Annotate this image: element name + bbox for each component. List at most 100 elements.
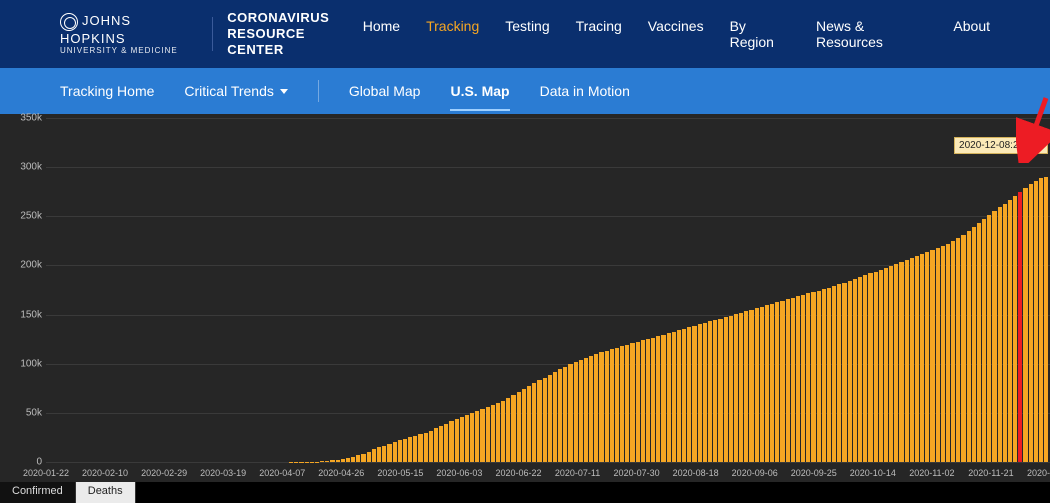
chart-bar[interactable] [780,301,784,462]
chart-bar[interactable] [408,437,412,462]
chart-bar[interactable] [827,288,831,462]
jhu-logo[interactable]: JOHNS HOPKINS UNIVERSITY & MEDICINE [60,13,198,55]
chart-bar[interactable] [936,248,940,462]
chart-bar[interactable] [775,302,779,462]
chart-bar[interactable] [656,336,660,462]
chart-bar[interactable] [951,241,955,462]
chart-bar[interactable] [734,314,738,462]
chart-bar[interactable] [424,433,428,462]
chart-bar[interactable] [646,339,650,462]
chart-bar[interactable] [605,351,609,462]
nav-home[interactable]: Home [363,18,400,50]
chart-bar[interactable] [641,340,645,462]
chart-bar[interactable] [987,215,991,462]
nav-tracking[interactable]: Tracking [426,18,479,50]
chart-bar[interactable] [729,316,733,462]
chart-bar[interactable] [563,367,567,462]
chart-bar[interactable] [480,409,484,462]
nav-about[interactable]: About [953,18,990,50]
chart-bar[interactable] [418,434,422,462]
chart-bar[interactable] [817,291,821,463]
chart-bar[interactable] [1003,204,1007,462]
subnav-global-map[interactable]: Global Map [349,71,421,111]
chart-bar[interactable] [615,348,619,462]
chart-bar[interactable] [672,332,676,462]
chart-bar[interactable] [1039,178,1043,462]
chart-bar[interactable] [977,223,981,462]
chart-bar[interactable] [868,273,872,462]
chart-bar[interactable] [361,454,365,462]
chart-bar[interactable] [910,258,914,462]
chart-bar[interactable] [811,292,815,462]
chart-bar[interactable] [946,244,950,462]
chart-bar[interactable] [610,349,614,462]
chart-bar[interactable] [387,444,391,462]
subnav-tracking-home[interactable]: Tracking Home [60,71,154,111]
tab-confirmed[interactable]: Confirmed [0,482,76,503]
nav-by-region[interactable]: By Region [730,18,790,50]
chart-bar[interactable] [1013,196,1017,462]
subnav-critical-trends[interactable]: Critical Trends [184,71,287,111]
chart-bar[interactable] [501,401,505,462]
chart-bar[interactable] [465,415,469,462]
chart-bar[interactable] [574,362,578,462]
chart-bar[interactable] [434,428,438,462]
chart-bar[interactable] [589,356,593,462]
chart-bar[interactable] [553,372,557,462]
chart-bar[interactable] [625,345,629,462]
chart-bar[interactable] [568,364,572,462]
chart-bar[interactable] [413,436,417,462]
chart-bar[interactable] [579,360,583,462]
chart-bar[interactable] [930,250,934,462]
chart-bar[interactable] [894,264,898,462]
chart-bar[interactable] [444,424,448,462]
chart-bar[interactable] [491,405,495,462]
chart-bar[interactable] [724,317,728,462]
chart-bar[interactable] [874,272,878,462]
chart-bar[interactable] [682,329,686,462]
chart-bar[interactable] [806,293,810,462]
chart-bar[interactable] [367,452,371,462]
tab-deaths[interactable]: Deaths [76,482,136,503]
chart-bar[interactable] [698,324,702,462]
chart-bar[interactable] [796,296,800,462]
chart-bar[interactable] [1034,181,1038,462]
chart-bar[interactable] [739,313,743,462]
chart-bar[interactable] [470,413,474,462]
chart-bar[interactable] [667,333,671,462]
chart-bar[interactable] [884,268,888,462]
chart-bar[interactable] [713,320,717,462]
chart-bar[interactable] [661,335,665,462]
chart-bar[interactable] [889,266,893,462]
chart-bar[interactable] [486,407,490,462]
chart-bar[interactable] [791,298,795,462]
chart-bar[interactable] [532,383,536,462]
chart-bar[interactable] [439,426,443,462]
chart-bar[interactable] [651,338,655,462]
subnav-u-s-map[interactable]: U.S. Map [450,71,509,111]
chart-bar[interactable] [708,321,712,462]
chart-bar[interactable] [765,305,769,462]
chart-bar[interactable] [636,342,640,462]
chart-bar[interactable] [506,398,510,462]
nav-vaccines[interactable]: Vaccines [648,18,704,50]
chart-bar[interactable] [1023,188,1027,462]
chart-bar[interactable] [356,455,360,462]
chart-bar[interactable] [403,439,407,462]
chart-bar[interactable] [372,449,376,462]
chart-bar[interactable] [848,281,852,462]
nav-tracing[interactable]: Tracing [576,18,622,50]
chart-bar[interactable] [537,380,541,462]
chart-bar[interactable] [972,227,976,462]
chart-bar[interactable] [858,277,862,462]
chart-bar[interactable] [692,326,696,462]
chart-bar[interactable] [677,330,681,462]
subnav-data-in-motion[interactable]: Data in Motion [540,71,630,111]
nav-news-resources[interactable]: News & Resources [816,18,927,50]
chart-bar[interactable] [801,295,805,462]
chart-bar[interactable] [822,289,826,462]
chart-bar[interactable] [905,260,909,462]
chart-bar[interactable] [511,395,515,462]
chart-bar[interactable] [1044,177,1048,462]
chart-bar[interactable] [475,411,479,462]
